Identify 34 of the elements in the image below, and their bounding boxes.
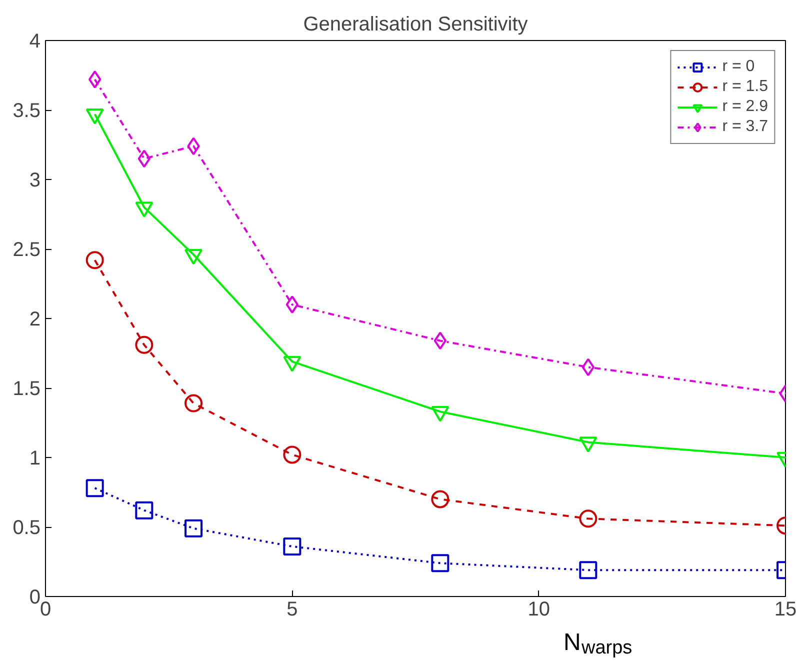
point bbox=[135, 501, 154, 520]
x-tick-label: 10 bbox=[528, 598, 550, 620]
point bbox=[434, 332, 446, 350]
point bbox=[431, 490, 450, 508]
point bbox=[86, 251, 104, 270]
point bbox=[184, 519, 202, 538]
point bbox=[88, 70, 102, 88]
y-tick-label: 1 bbox=[29, 448, 40, 470]
y-tick-label: 1.5 bbox=[12, 378, 41, 400]
point bbox=[138, 150, 150, 168]
y-tick-label: 2 bbox=[29, 308, 40, 330]
legend-label: r = 3.7 bbox=[722, 118, 768, 136]
y-tick-label: 2.5 bbox=[12, 239, 41, 261]
y-tick-label: 4 bbox=[29, 30, 40, 52]
chart-title: Generalisation Sensitivity bbox=[303, 14, 528, 36]
point bbox=[283, 537, 302, 556]
point bbox=[579, 510, 598, 528]
point bbox=[86, 479, 104, 498]
point bbox=[184, 394, 202, 412]
point bbox=[579, 561, 598, 580]
legend-label: r = 1.5 bbox=[722, 78, 768, 96]
y-tick-label: 3.5 bbox=[12, 100, 41, 122]
point bbox=[582, 358, 594, 376]
point bbox=[431, 554, 450, 572]
x-tick-label: 5 bbox=[286, 598, 298, 620]
point bbox=[187, 137, 200, 156]
point bbox=[286, 296, 298, 314]
y-tick-label: 0.5 bbox=[12, 517, 41, 539]
legend-label: r = 2.9 bbox=[722, 98, 768, 116]
legend-label: r = 0 bbox=[722, 58, 755, 76]
point bbox=[135, 336, 154, 354]
y-tick-label: 3 bbox=[29, 170, 40, 192]
x-tick-label: 15 bbox=[774, 598, 797, 620]
point bbox=[283, 446, 302, 464]
